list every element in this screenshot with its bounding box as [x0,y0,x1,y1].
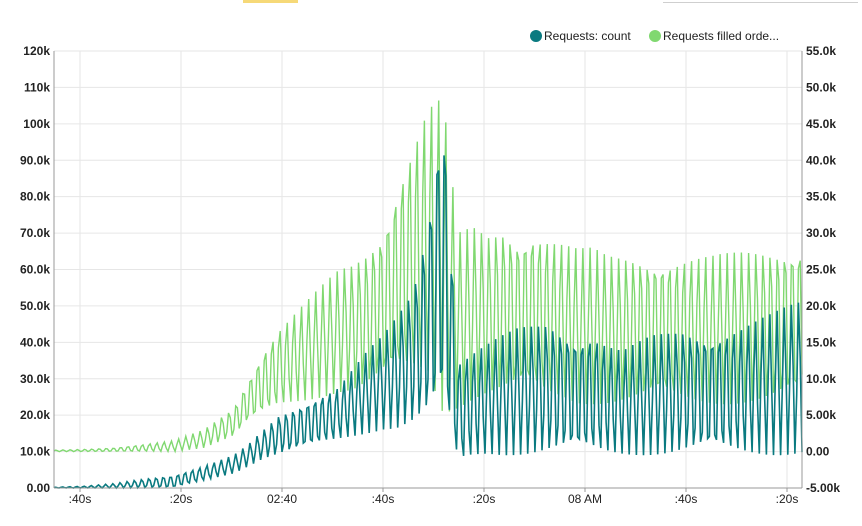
legend-label[interactable]: Requests filled orde... [663,29,779,43]
axes: 0.00 -5.00k 10.0k 0.00 20.0k 5.00k 30.0k 10.0k 4… [20,44,840,506]
x-tick-label: 02:40 [267,492,297,506]
y-left-tick-label: 10.0k [20,445,50,459]
x-tick-label: :20s [170,492,193,506]
x-tick-label: :40s [69,492,92,506]
y-right-tick-label: 50.0k [806,80,836,94]
x-tick-label: :20s [473,492,496,506]
y-left-tick-label: 110k [24,80,50,94]
y-left-tick-label: 70.0k [20,226,50,240]
y-left-tick-label: 50.0k [20,299,50,313]
grid-lines [54,50,802,489]
y-right-tick-label: -5.00k [806,481,840,495]
y-left-tick-label: 80.0k [20,190,50,204]
y-right-tick-label: 0.00 [806,445,830,459]
top-border-fragment [663,2,858,3]
y-left-tick-label: 60.0k [20,263,50,277]
y-right-tick-label: 55.0k [806,44,836,58]
x-tick-label: 08 AM [568,492,602,506]
y-left-tick-label: 100k [23,117,50,131]
legend: Requests: count Requests filled orde... [530,29,779,43]
y-right-tick-label: 20.0k [806,299,836,313]
series-line-requests-filled [53,100,803,454]
y-left-tick-label: 120k [23,44,50,58]
x-tick-label: :40s [372,492,395,506]
y-right-tick-label: 35.0k [806,190,836,204]
y-right-tick-label: 30.0k [806,226,836,240]
y-left-tick-label: 20.0k [20,408,50,422]
y-right-tick-label: 40.0k [806,153,836,167]
y-left-tick-label: 40.0k [20,335,50,349]
top-highlight-chip [243,0,298,3]
x-tick-label: :40s [675,492,698,506]
y-left-tick-label: 90.0k [20,153,50,167]
x-tick-label: :20s [776,492,799,506]
y-left-tick-label: 30.0k [20,372,50,386]
y-right-tick-label: 5.00k [806,408,836,422]
legend-marker[interactable] [649,30,661,42]
series-layer [53,100,803,490]
series-line-requests-count [53,155,803,490]
y-right-tick-label: 25.0k [806,263,836,277]
y-left-tick-label: 0.00 [27,481,51,495]
y-right-tick-label: 15.0k [806,335,836,349]
legend-marker[interactable] [530,30,542,42]
y-right-tick-label: 45.0k [806,117,836,131]
y-right-tick-label: 10.0k [806,372,836,386]
legend-label[interactable]: Requests: count [544,29,631,43]
